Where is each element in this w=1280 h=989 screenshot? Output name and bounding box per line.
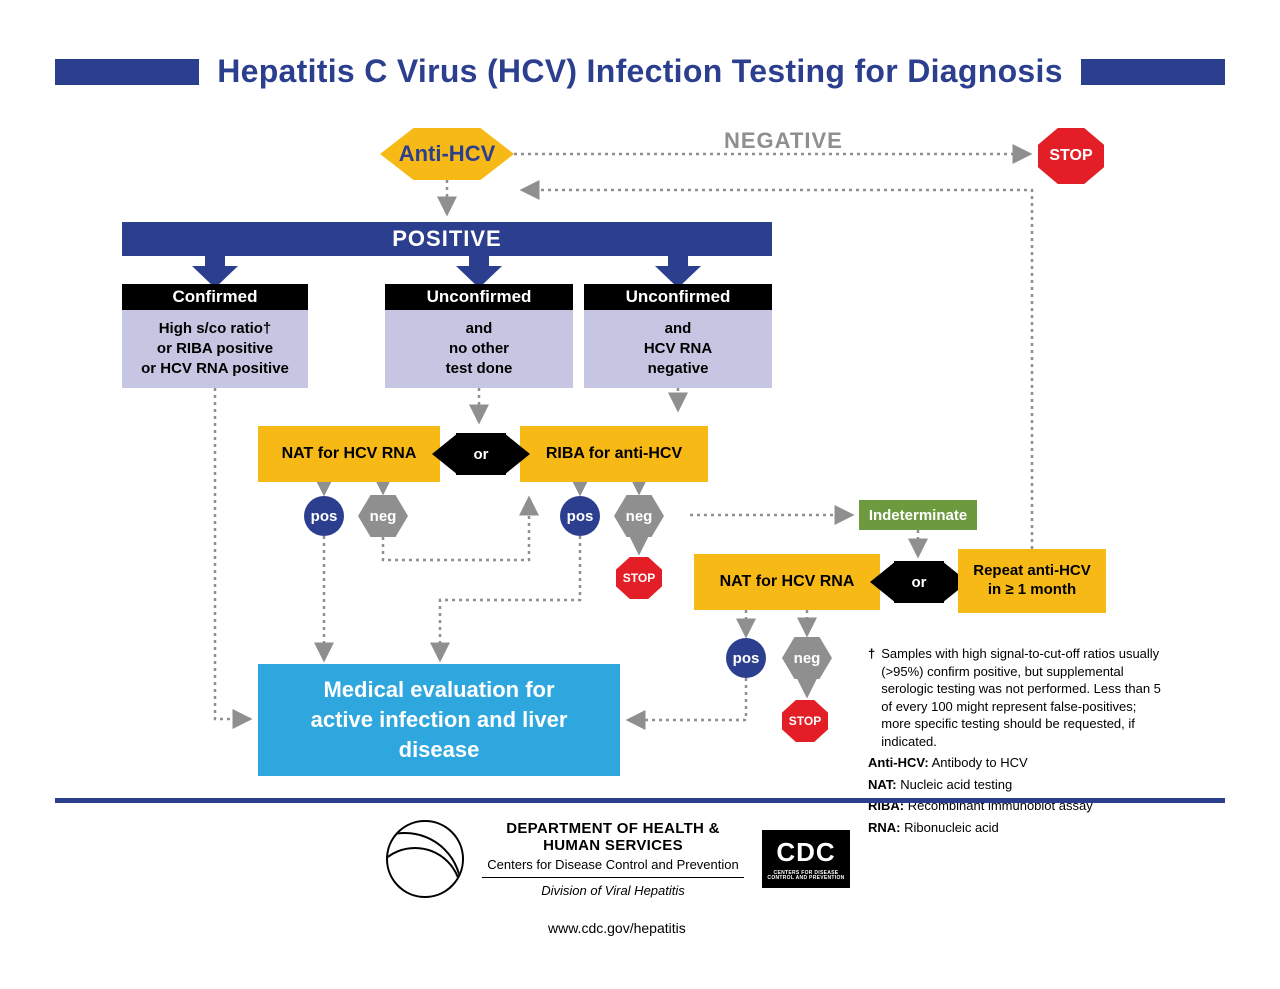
node-positive-bar: POSITIVE [122, 222, 772, 256]
node-confirmed-body: High s/co ratio† or RIBA positive or HCV… [122, 310, 308, 388]
node-stop-negative-label: STOP [1049, 147, 1092, 165]
node-nat-1-label: NAT for HCV RNA [282, 444, 417, 464]
arrow-down-icon [192, 252, 238, 288]
node-anti-hcv: Anti-HCV [380, 128, 514, 180]
node-anti-hcv-label: Anti-HCV [399, 141, 496, 167]
node-indeterminate-label: Indeterminate [869, 507, 967, 524]
node-stop-nat2-neg-label: STOP [789, 714, 821, 728]
arrow-down-icon [655, 252, 701, 288]
footer-dept: DEPARTMENT OF HEALTH & HUMAN SERVICES [482, 820, 744, 854]
node-confirmed-body-text: High s/co ratio† or RIBA positive or HCV… [141, 319, 289, 380]
glossary-term-0: Anti-HCV: [868, 755, 929, 770]
node-neg-2: neg [614, 495, 664, 537]
or-label: or [874, 561, 964, 603]
node-unconfirmed2-header-label: Unconfirmed [626, 287, 731, 307]
cdc-logo-icon: CDC CENTERS FOR DISEASE CONTROL AND PREV… [762, 830, 850, 888]
edge-label-negative: NEGATIVE [724, 128, 843, 154]
node-riba: RIBA for anti-HCV [520, 426, 708, 482]
node-neg-3-label: neg [794, 650, 821, 667]
node-stop-riba-neg: STOP [616, 557, 662, 599]
node-unconfirmed1-header-label: Unconfirmed [427, 287, 532, 307]
or-connector-2: or [874, 561, 964, 603]
node-positive-label: POSITIVE [392, 226, 501, 252]
node-unconfirmed1-body: and no other test done [385, 310, 573, 388]
cdc-logo-text: CDC [776, 837, 835, 868]
node-riba-label: RIBA for anti-HCV [546, 444, 682, 464]
node-stop-riba-neg-label: STOP [623, 571, 655, 585]
node-pos-3-label: pos [733, 650, 760, 667]
glossary-def-3: Ribonucleic acid [904, 820, 999, 835]
node-stop-nat2-neg: STOP [782, 700, 828, 742]
or-connector-1: or [436, 433, 526, 475]
footer-division: Division of Viral Hepatitis [482, 883, 744, 898]
footnotes: † Samples with high signal-to-cut-off ra… [868, 645, 1164, 836]
node-neg-1: neg [358, 495, 408, 537]
node-nat-1: NAT for HCV RNA [258, 426, 440, 482]
node-pos-1-label: pos [311, 508, 338, 525]
node-unconfirmed2-body: and HCV RNA negative [584, 310, 772, 388]
footer-rule [55, 798, 1225, 803]
footer-center: DEPARTMENT OF HEALTH & HUMAN SERVICES Ce… [482, 820, 744, 898]
glossary-def-1: Nucleic acid testing [900, 777, 1012, 792]
node-pos-2-label: pos [567, 508, 594, 525]
hhs-logo-icon [386, 820, 464, 898]
glossary-term-1: NAT: [868, 777, 897, 792]
or-label: or [436, 433, 526, 475]
footnote-dagger-text: Samples with high signal-to-cut-off rati… [881, 645, 1164, 750]
node-confirmed-header: Confirmed [122, 284, 308, 310]
node-unconfirmed2-body-text: and HCV RNA negative [644, 319, 712, 380]
node-unconfirmed1-body-text: and no other test done [446, 319, 513, 380]
node-repeat-label: Repeat anti-HCV in ≥ 1 month [973, 562, 1091, 600]
node-nat-2: NAT for HCV RNA [694, 554, 880, 610]
node-pos-3: pos [726, 638, 766, 678]
node-unconfirmed1-header: Unconfirmed [385, 284, 573, 310]
node-medical-eval: Medical evaluation for active infection … [258, 664, 620, 776]
footnote-dagger: † [868, 645, 875, 750]
node-repeat: Repeat anti-HCV in ≥ 1 month [958, 549, 1106, 613]
glossary-term-3: RNA: [868, 820, 901, 835]
node-medical-eval-label: Medical evaluation for active infection … [270, 675, 608, 764]
node-nat-2-label: NAT for HCV RNA [720, 572, 855, 592]
cdc-logo-sub: CENTERS FOR DISEASE CONTROL AND PREVENTI… [767, 871, 844, 882]
node-unconfirmed2-header: Unconfirmed [584, 284, 772, 310]
node-stop-negative: STOP [1038, 128, 1104, 184]
footer-url: www.cdc.gov/hepatitis [548, 920, 686, 936]
node-indeterminate: Indeterminate [859, 500, 977, 530]
node-confirmed-header-label: Confirmed [173, 287, 258, 307]
node-pos-1: pos [304, 496, 344, 536]
node-pos-2: pos [560, 496, 600, 536]
footer-cdc-long: Centers for Disease Control and Preventi… [482, 857, 744, 872]
node-neg-1-label: neg [370, 508, 397, 525]
node-neg-2-label: neg [626, 508, 653, 525]
node-neg-3: neg [782, 637, 832, 679]
arrow-down-icon [456, 252, 502, 288]
footer: DEPARTMENT OF HEALTH & HUMAN SERVICES Ce… [386, 820, 850, 898]
glossary-def-0: Antibody to HCV [932, 755, 1028, 770]
